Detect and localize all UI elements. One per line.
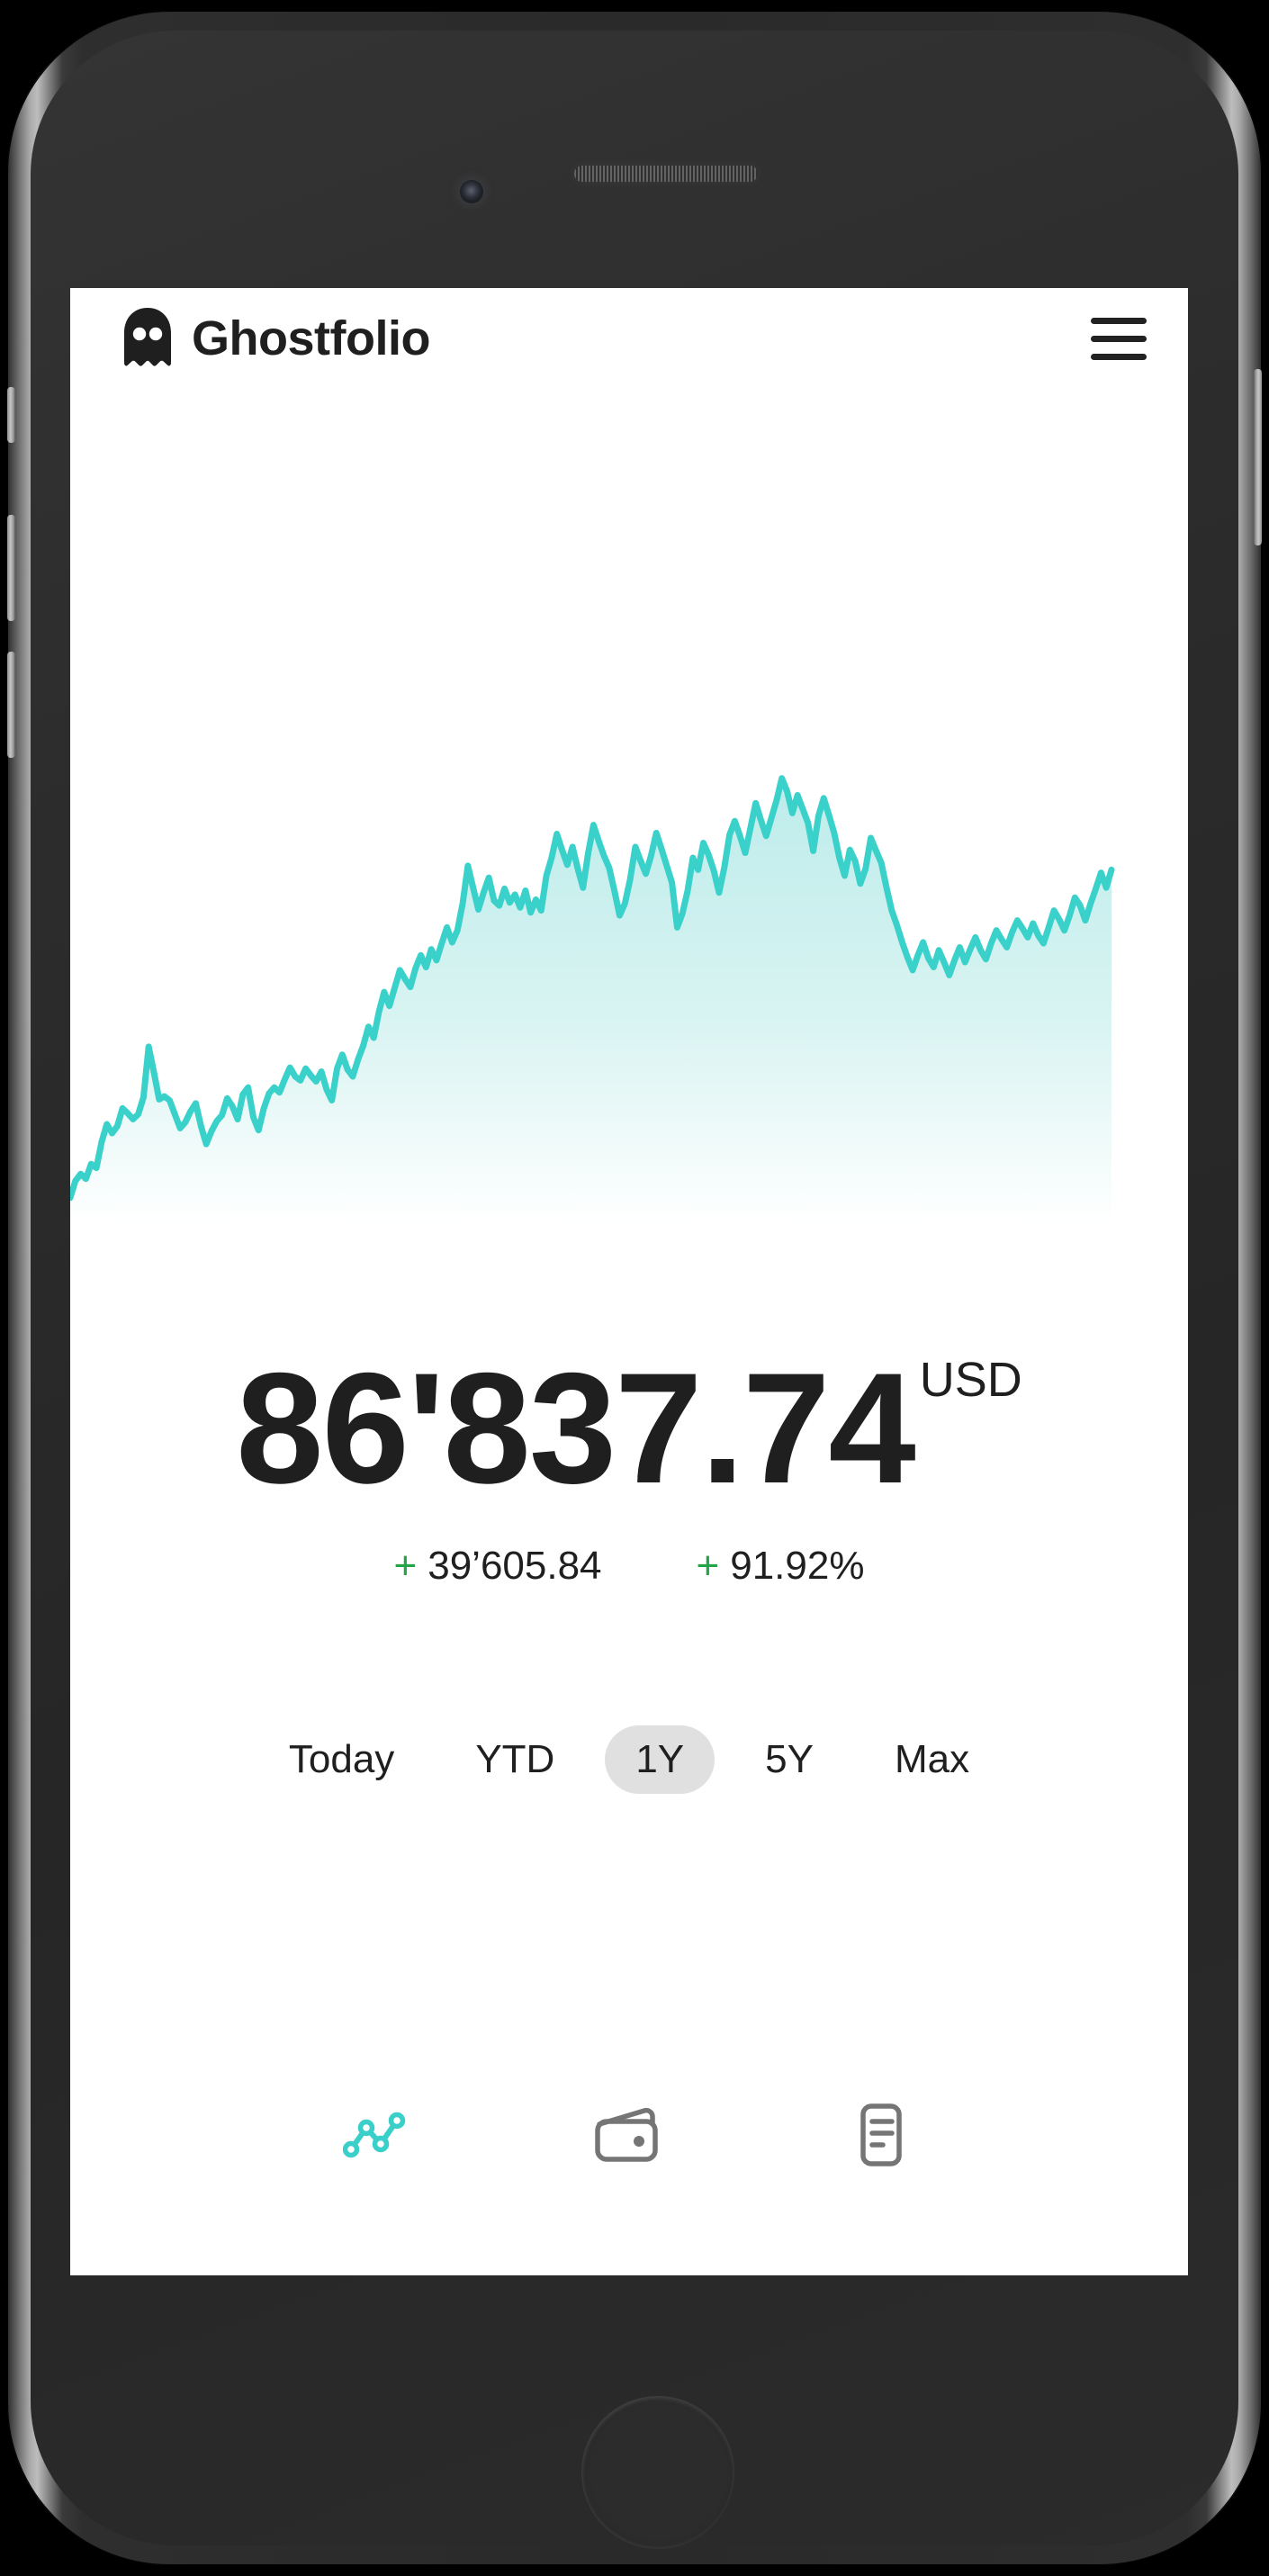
date-range-tab-5y[interactable]: 5Y <box>734 1725 844 1794</box>
earpiece-speaker-icon <box>574 166 758 182</box>
change-absolute-sign: + <box>393 1544 418 1588</box>
hamburger-menu-icon[interactable] <box>1085 305 1152 372</box>
nav-item-summary[interactable] <box>832 2094 931 2176</box>
portfolio-change-row: + 39’605.84 + 91.92% <box>70 1544 1188 1589</box>
mute-switch-button[interactable] <box>7 387 15 443</box>
portfolio-chart-svg <box>70 775 1115 1224</box>
home-button[interactable] <box>581 2396 734 2549</box>
portfolio-value-block: 86'837.74 USD + 39’605.84 + 91.92% <box>70 1350 1188 1589</box>
date-range-tab-ytd[interactable]: YTD <box>445 1725 585 1794</box>
change-percent-amount: 91.92% <box>730 1544 865 1588</box>
change-absolute-amount: 39’605.84 <box>428 1544 602 1588</box>
change-percent: + 91.92% <box>697 1544 865 1589</box>
nav-item-accounts[interactable] <box>580 2094 679 2176</box>
brand-name: Ghostfolio <box>192 311 430 365</box>
wallet-icon <box>595 2107 658 2162</box>
date-range-tab-max[interactable]: Max <box>864 1725 1000 1794</box>
date-range-tab-1y[interactable]: 1Y <box>605 1725 716 1794</box>
nav-item-analytics[interactable] <box>328 2094 427 2176</box>
document-summary-icon <box>860 2103 902 2166</box>
volume-down-button[interactable] <box>7 652 15 758</box>
brand-logo[interactable]: Ghostfolio <box>120 307 430 370</box>
menu-bar-1 <box>1091 317 1147 324</box>
date-range-tab-group: Today YTD 1Y 5Y Max <box>70 1725 1188 1794</box>
bottom-navigation-bar <box>70 2094 1188 2176</box>
date-range-tab-today[interactable]: Today <box>258 1725 425 1794</box>
change-percent-sign: + <box>696 1544 720 1588</box>
portfolio-value-row: 86'837.74 USD <box>236 1350 1022 1508</box>
change-absolute: + 39’605.84 <box>394 1544 602 1589</box>
app-header: Ghostfolio <box>70 288 1188 389</box>
analytics-line-chart-icon <box>343 2112 406 2158</box>
portfolio-value: 86'837.74 <box>236 1341 916 1517</box>
front-camera-icon <box>460 180 483 203</box>
menu-bar-3 <box>1091 353 1147 360</box>
portfolio-performance-chart[interactable] <box>70 738 1188 1224</box>
portfolio-currency-label: USD <box>919 1353 1022 1407</box>
ghost-icon <box>124 308 171 366</box>
volume-up-button[interactable] <box>7 515 15 621</box>
menu-bar-2 <box>1091 335 1147 342</box>
chart-area-fill <box>70 778 1112 1224</box>
chart-line-path <box>70 775 1115 1202</box>
phone-screen: Ghostfolio 86'837.74 USD <box>70 288 1188 2275</box>
power-button[interactable] <box>1254 369 1262 545</box>
